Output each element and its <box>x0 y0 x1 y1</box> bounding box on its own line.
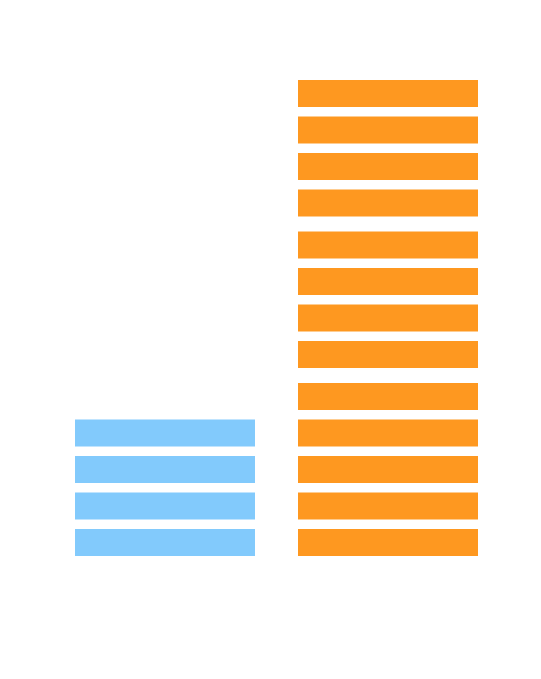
unit-icon <box>75 419 255 447</box>
unit-icon <box>298 456 478 483</box>
unit-icon <box>75 492 255 520</box>
unit-icon <box>298 80 478 107</box>
unit-icon <box>298 268 478 295</box>
unit-icon <box>298 383 478 410</box>
unit-icon <box>298 116 478 144</box>
unit-icon <box>298 189 478 217</box>
unit-icon <box>298 529 478 556</box>
unit-icon <box>298 419 478 447</box>
unit-icon <box>298 304 478 332</box>
unit-icon <box>75 456 255 483</box>
unit-icon <box>298 341 478 368</box>
unit-icon <box>75 529 255 556</box>
unit-icon <box>298 231 478 259</box>
unit-icon <box>298 492 478 520</box>
unit-icon <box>298 153 478 180</box>
